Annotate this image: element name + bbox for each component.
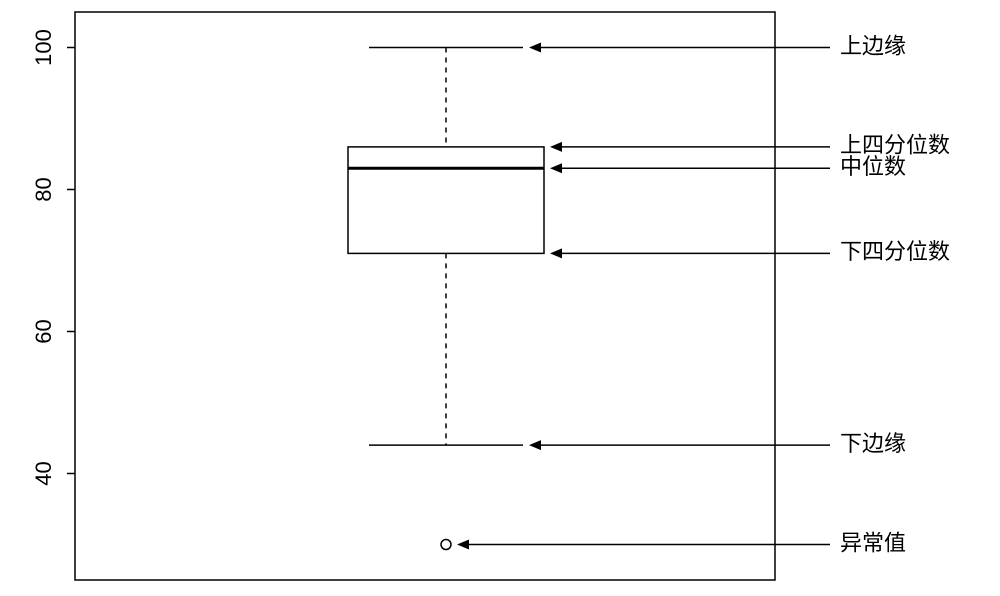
annotation-label: 中位数 xyxy=(840,154,906,179)
box-rect xyxy=(348,147,544,254)
y-tick-label: 40 xyxy=(31,461,56,485)
annotation-label: 下边缘 xyxy=(840,431,906,456)
annotation-arrowhead xyxy=(550,142,562,152)
annotation-label: 下四分位数 xyxy=(840,239,950,264)
annotation-arrowhead xyxy=(550,163,562,173)
plot-border xyxy=(75,12,775,580)
annotation-arrowhead xyxy=(457,540,469,550)
annotation-label: 上边缘 xyxy=(840,33,906,58)
y-tick-label: 100 xyxy=(31,29,56,66)
outlier-point xyxy=(441,540,451,550)
annotation-arrowhead xyxy=(529,43,541,53)
annotation-arrowhead xyxy=(550,248,562,258)
annotation-label: 异常值 xyxy=(840,530,906,555)
boxplot-svg: 406080100上边缘上四分位数中位数下四分位数下边缘异常值 xyxy=(0,0,1000,596)
boxplot-figure: 406080100上边缘上四分位数中位数下四分位数下边缘异常值 xyxy=(0,0,1000,596)
y-tick-label: 80 xyxy=(31,177,56,201)
y-tick-label: 60 xyxy=(31,319,56,343)
annotation-arrowhead xyxy=(529,440,541,450)
